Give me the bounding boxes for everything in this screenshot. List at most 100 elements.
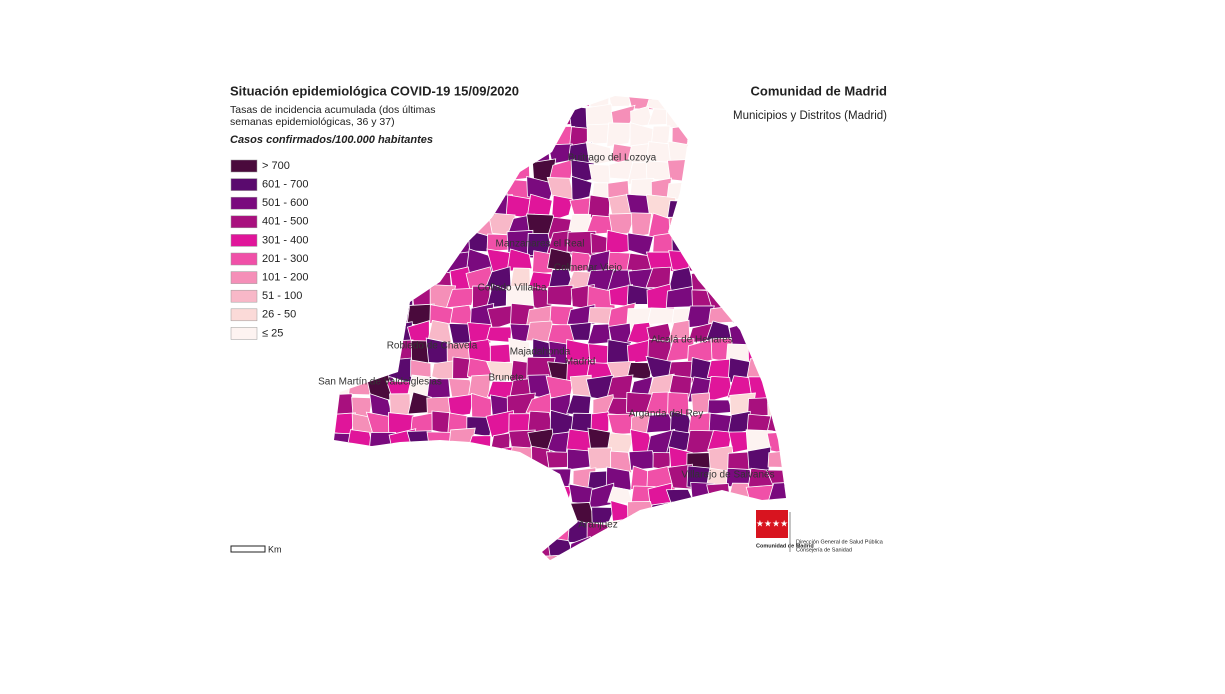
municipality (486, 446, 515, 470)
municipality (334, 464, 351, 488)
municipality (486, 557, 517, 560)
region: Comunidad de Madrid (751, 83, 888, 98)
municipality (566, 304, 596, 325)
municipality (689, 231, 715, 255)
municipality (530, 520, 556, 542)
municipality (366, 499, 394, 527)
municipality (411, 447, 433, 467)
place-labels: Buitrago del Lozoya Manzanares el Real Col… (318, 153, 775, 531)
municipality (334, 323, 354, 347)
municipality (471, 502, 496, 528)
municipality (449, 446, 476, 469)
municipality (385, 177, 410, 202)
municipality (667, 200, 697, 218)
municipality (351, 177, 376, 204)
municipality (452, 469, 476, 493)
municipality (510, 104, 532, 132)
municipality (586, 123, 611, 145)
municipality (566, 96, 591, 107)
municipality (507, 465, 535, 491)
municipality (688, 216, 716, 241)
municipality (350, 488, 376, 511)
municipality (334, 432, 353, 456)
municipality (410, 359, 432, 378)
municipality (571, 175, 593, 202)
municipality (334, 215, 357, 240)
municipality (712, 502, 734, 527)
municipality (346, 321, 377, 347)
place-label: Buitrago del Lozoya (568, 153, 657, 164)
municipality (768, 326, 786, 349)
municipality (607, 96, 635, 108)
municipality (369, 231, 391, 259)
legend-swatch (230, 327, 258, 340)
municipality (766, 265, 786, 294)
municipality (405, 212, 430, 240)
municipality (670, 502, 696, 523)
municipality (769, 180, 786, 201)
municipality (406, 556, 436, 560)
municipality (350, 287, 374, 312)
municipality (509, 555, 531, 560)
title: Situación epidemiológica COVID-19 15/09/… (230, 83, 519, 98)
municipality (766, 123, 786, 147)
place-label: Collado Villalba (478, 283, 547, 294)
municipality (349, 158, 376, 180)
municipality (647, 520, 673, 544)
municipality (349, 194, 374, 219)
logo-stars: ★★★★ (756, 518, 788, 528)
legend-swatch (230, 289, 258, 303)
municipality (606, 554, 637, 560)
municipality (428, 235, 456, 254)
municipality (587, 447, 612, 470)
municipality (531, 121, 556, 151)
municipality (450, 175, 476, 202)
municipality (486, 525, 511, 541)
subtitle: semanas epidemiológicas, 36 y 37) (230, 116, 395, 128)
municipality (347, 448, 373, 470)
municipality (705, 211, 736, 237)
municipality (346, 252, 375, 272)
municipality (486, 482, 513, 510)
legend-label: 26 - 50 (262, 309, 296, 321)
municipality (389, 447, 414, 474)
municipality (425, 464, 457, 488)
municipality (746, 139, 772, 168)
municipality (728, 142, 755, 168)
municipality (690, 163, 717, 181)
municipality (386, 467, 415, 492)
municipality (445, 537, 475, 560)
municipality (606, 122, 635, 148)
municipality (369, 288, 395, 306)
municipality (334, 503, 357, 528)
legend-label: 301 - 400 (262, 234, 308, 246)
municipality (746, 303, 775, 328)
scale-bar (230, 545, 266, 553)
municipality (707, 540, 735, 560)
municipality (407, 469, 433, 489)
municipality (551, 194, 574, 222)
municipality (525, 96, 554, 115)
municipality (589, 553, 609, 560)
municipality (767, 449, 786, 469)
municipality (445, 554, 476, 560)
municipality (569, 197, 592, 215)
logo-name: Comunidad de Madrid (756, 543, 814, 549)
place-label: Colmenar Viejo (554, 263, 623, 274)
municipality (334, 393, 354, 415)
municipality (766, 537, 786, 560)
place-label: Robledo de Chavela (387, 341, 478, 352)
municipality (686, 127, 717, 148)
municipality (590, 232, 609, 254)
municipality (348, 342, 374, 366)
municipality (708, 305, 736, 324)
municipality (745, 122, 776, 148)
municipality (429, 198, 453, 219)
place-label: Arganda del Rey (629, 409, 704, 420)
municipality (334, 179, 355, 203)
municipality (728, 301, 754, 328)
municipality (730, 556, 752, 560)
municipality (686, 104, 712, 127)
municipality (334, 559, 355, 560)
legend-label: 601 - 700 (262, 179, 308, 191)
